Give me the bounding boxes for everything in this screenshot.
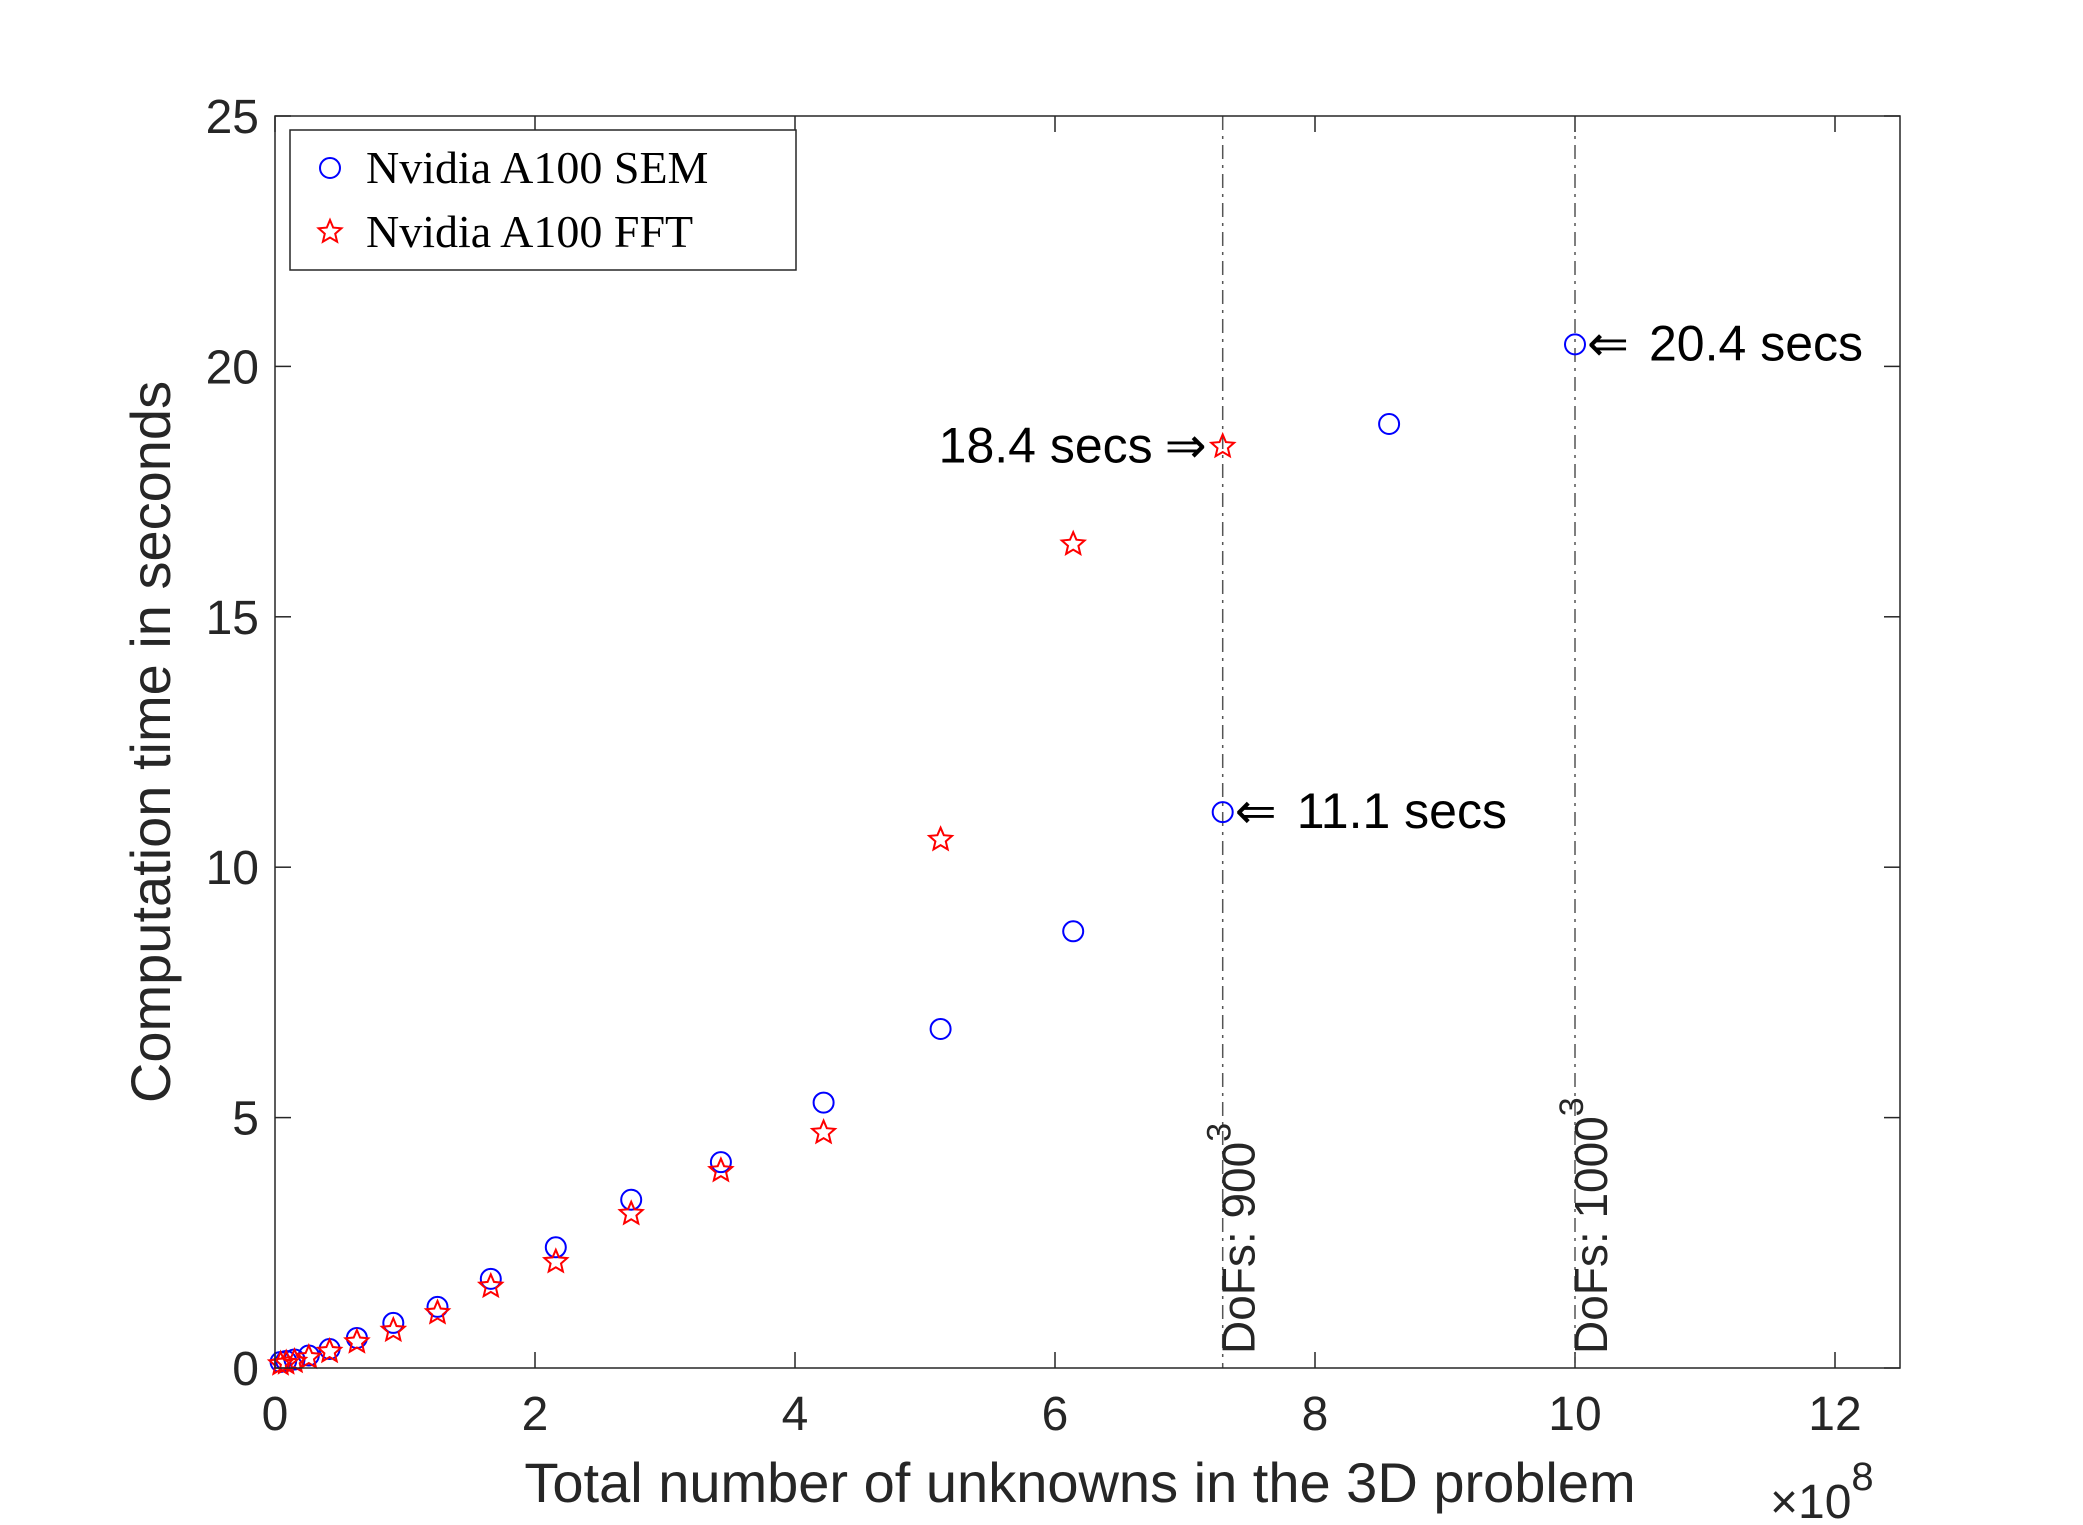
reference-label-text: DoFs: 900 — [1213, 1142, 1265, 1354]
annotation-arrow: ⇒ — [1165, 418, 1207, 474]
y-tick-label: 20 — [206, 341, 259, 394]
legend-box — [289, 129, 797, 271]
x-exponent-base: ×10 — [1770, 1476, 1851, 1525]
x-tick-label: 2 — [522, 1388, 549, 1441]
fft-point — [809, 1118, 838, 1145]
fft-point — [315, 1336, 344, 1364]
sem-point — [426, 1295, 449, 1318]
y-axis-label: Computation time in seconds — [119, 381, 182, 1103]
x-tick-label: 8 — [1302, 1388, 1329, 1441]
fft-point — [476, 1271, 505, 1299]
reference-line-label: DoFs: 9003 — [1201, 1123, 1265, 1354]
x-axis-exponent: ×108 — [1770, 1455, 1874, 1525]
x-tick-label: 10 — [1548, 1388, 1601, 1441]
legend-label: Nvidia A100 FFT — [366, 206, 693, 257]
fft-point — [1059, 529, 1088, 556]
x-tick-labels: 0 2 4 6 8 10 12 — [262, 1388, 1862, 1441]
reference-label-exponent: 3 — [1201, 1123, 1239, 1142]
fft-point — [343, 1327, 371, 1354]
x-tick-label: 12 — [1808, 1388, 1861, 1441]
y-tick-label: 25 — [206, 91, 259, 144]
annotation-arrow: ⇐ — [1587, 315, 1629, 371]
x-exponent-power: 8 — [1851, 1455, 1873, 1499]
legend-label: Nvidia A100 SEM — [366, 142, 708, 193]
reference-lines: DoFs: 9003 DoFs: 10003 — [1201, 116, 1617, 1368]
legend: Nvidia A100 SEM Nvidia A100 FFT — [289, 129, 797, 271]
fft-point — [617, 1199, 646, 1226]
sem-point — [1564, 333, 1586, 356]
plot-area — [275, 116, 1900, 1368]
sem-point — [709, 1151, 732, 1174]
sem-point — [812, 1091, 835, 1114]
fft-point — [379, 1315, 408, 1343]
sem-point — [1062, 920, 1085, 943]
annotation-arrow: ⇐ — [1235, 783, 1277, 839]
reference-label-text: DoFs: 1000 — [1565, 1116, 1617, 1354]
x-tick-label: 0 — [262, 1388, 289, 1441]
legend-marker — [316, 217, 344, 244]
sem-point — [544, 1236, 567, 1259]
y-tick-labels: 0 5 10 15 20 25 — [206, 91, 259, 1396]
y-tick-label: 5 — [232, 1093, 259, 1146]
y-tick-label: 10 — [206, 842, 259, 895]
sem-point — [620, 1188, 643, 1211]
y-tick-label: 0 — [232, 1343, 259, 1396]
x-axis-label: Total number of unknowns in the 3D probl… — [524, 1451, 1635, 1514]
reference-label-exponent: 3 — [1553, 1097, 1591, 1116]
annotation-text: 11.1 secs — [1297, 783, 1507, 839]
x-tick-label: 6 — [1042, 1388, 1069, 1441]
axes-box — [274, 115, 1901, 1369]
fft-point — [1208, 431, 1237, 459]
x-tick-label: 4 — [782, 1388, 809, 1441]
sem-point — [1378, 412, 1401, 435]
fft-point — [294, 1342, 323, 1370]
fft-point — [541, 1247, 570, 1274]
annotation-text: 18.4 secs — [939, 418, 1153, 474]
sem-point — [479, 1267, 502, 1290]
sem-point — [1211, 801, 1234, 824]
sem-point — [929, 1017, 952, 1040]
annotations: ⇒18.4 secs ⇐ 11.1 secs ⇐ 20.4 secs — [939, 315, 1863, 839]
fft-point — [707, 1156, 735, 1183]
sem-point — [382, 1311, 405, 1334]
fft-point — [423, 1298, 452, 1325]
reference-line-label: DoFs: 10003 — [1553, 1097, 1617, 1354]
data-markers — [266, 333, 1586, 1376]
y-tick-label: 15 — [206, 592, 259, 645]
legend-marker — [319, 157, 341, 179]
annotation-text: 20.4 secs — [1649, 315, 1863, 371]
fft-point — [926, 825, 955, 852]
